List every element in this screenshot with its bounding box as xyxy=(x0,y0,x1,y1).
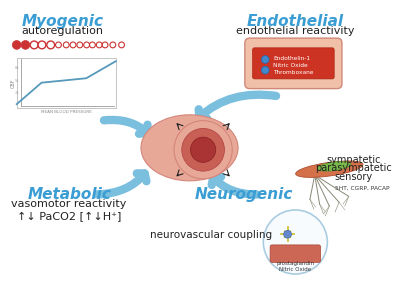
Ellipse shape xyxy=(317,161,351,171)
FancyBboxPatch shape xyxy=(253,48,334,79)
Text: Endothelial: Endothelial xyxy=(247,14,344,29)
Text: sensory: sensory xyxy=(334,172,373,182)
Text: 25: 25 xyxy=(15,91,20,95)
Circle shape xyxy=(190,137,216,162)
Circle shape xyxy=(261,56,269,63)
Text: Thromboxane: Thromboxane xyxy=(273,70,314,75)
Text: 5HT, CGRP, PACAP: 5HT, CGRP, PACAP xyxy=(335,186,390,191)
Circle shape xyxy=(182,128,224,171)
Ellipse shape xyxy=(296,161,363,178)
Circle shape xyxy=(261,66,269,74)
Text: MEAN BLOOD PRESSURE: MEAN BLOOD PRESSURE xyxy=(41,110,92,114)
Text: prostaglandin: prostaglandin xyxy=(276,261,314,266)
Circle shape xyxy=(21,41,30,49)
Text: endothelial reactivity: endothelial reactivity xyxy=(236,26,354,36)
Text: CBF: CBF xyxy=(11,78,16,87)
Text: Neurogenic: Neurogenic xyxy=(195,187,293,202)
FancyBboxPatch shape xyxy=(245,38,342,89)
Circle shape xyxy=(263,210,327,274)
FancyBboxPatch shape xyxy=(270,245,320,262)
Text: Endothelin-1: Endothelin-1 xyxy=(273,56,310,61)
Text: Metabolic: Metabolic xyxy=(27,187,111,202)
Circle shape xyxy=(284,230,292,238)
Text: ↑↓ PaCO2 [↑↓H⁺]: ↑↓ PaCO2 [↑↓H⁺] xyxy=(17,211,121,221)
Text: Nitric Oxide: Nitric Oxide xyxy=(279,267,312,272)
Text: Myogenic: Myogenic xyxy=(21,14,103,29)
Circle shape xyxy=(12,41,21,49)
Ellipse shape xyxy=(141,115,238,181)
Text: neurovascular coupling: neurovascular coupling xyxy=(150,230,272,240)
Text: sympatetic: sympatetic xyxy=(326,154,381,165)
Bar xyxy=(17,58,116,108)
Text: autoregulation: autoregulation xyxy=(21,26,103,36)
Text: parasympatetic: parasympatetic xyxy=(315,163,392,173)
Text: 85: 85 xyxy=(15,66,20,70)
Text: 55: 55 xyxy=(15,79,20,83)
Circle shape xyxy=(174,121,232,179)
Text: Nitric Oxide: Nitric Oxide xyxy=(273,63,308,68)
Text: vasomotor reactivity: vasomotor reactivity xyxy=(12,199,127,209)
